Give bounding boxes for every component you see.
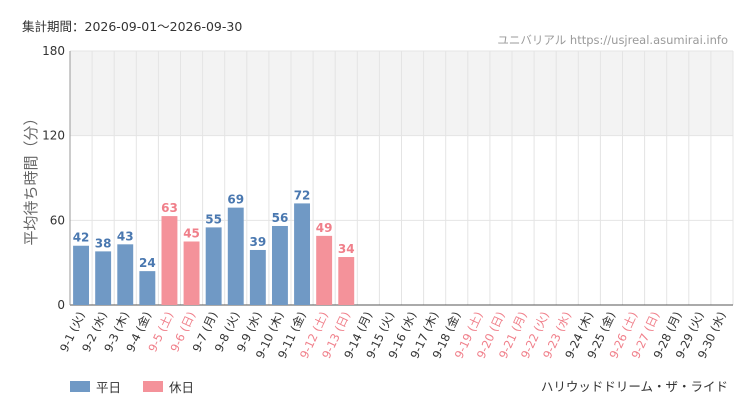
bar xyxy=(205,227,222,305)
bar-value-label: 56 xyxy=(272,211,289,225)
bar xyxy=(249,249,266,305)
legend-item-weekday: 平日 xyxy=(70,377,121,396)
chart-legend: 平日 休日 xyxy=(70,377,194,396)
y-tick-label: 60 xyxy=(50,213,65,227)
bar xyxy=(95,251,112,305)
bar xyxy=(227,207,244,305)
bar xyxy=(271,225,288,305)
bar-value-label: 45 xyxy=(183,227,200,241)
bar-value-label: 72 xyxy=(294,188,311,202)
legend-swatch-holiday xyxy=(143,381,164,392)
bar xyxy=(183,241,200,305)
bar xyxy=(139,271,156,305)
legend-swatch-weekday xyxy=(70,381,90,392)
y-tick-label: 180 xyxy=(42,44,65,58)
bar-value-label: 34 xyxy=(338,242,355,256)
y-tick-label: 120 xyxy=(42,129,65,143)
period-label: 集計期間：2026-09-01〜2026-09-30 xyxy=(22,19,243,34)
bar-value-label: 49 xyxy=(316,221,333,235)
bar xyxy=(338,257,355,305)
y-axis-title: 平均待ち時間（分） xyxy=(22,110,40,245)
bar xyxy=(73,245,90,305)
bar xyxy=(316,235,333,305)
bar xyxy=(294,203,311,305)
bar-value-label: 42 xyxy=(73,231,90,245)
attraction-name: ハリウッドドリーム・ザ・ライド xyxy=(540,379,728,394)
source-credit: ユニバリアル https://usjreal.asumirai.info xyxy=(497,33,728,47)
bar-value-label: 55 xyxy=(205,212,222,226)
bar-value-label: 24 xyxy=(139,256,156,270)
legend-label-weekday: 平日 xyxy=(96,380,122,395)
bar xyxy=(117,244,134,305)
bar xyxy=(161,216,178,305)
y-tick-label: 0 xyxy=(57,298,65,312)
bar-value-label: 38 xyxy=(95,236,112,250)
legend-label-holiday: 休日 xyxy=(169,380,195,395)
bar-value-label: 69 xyxy=(227,193,244,207)
bar-value-label: 43 xyxy=(117,229,134,243)
legend-item-holiday: 休日 xyxy=(143,377,194,396)
bar-value-label: 39 xyxy=(249,235,266,249)
bar-value-label: 63 xyxy=(161,201,178,215)
